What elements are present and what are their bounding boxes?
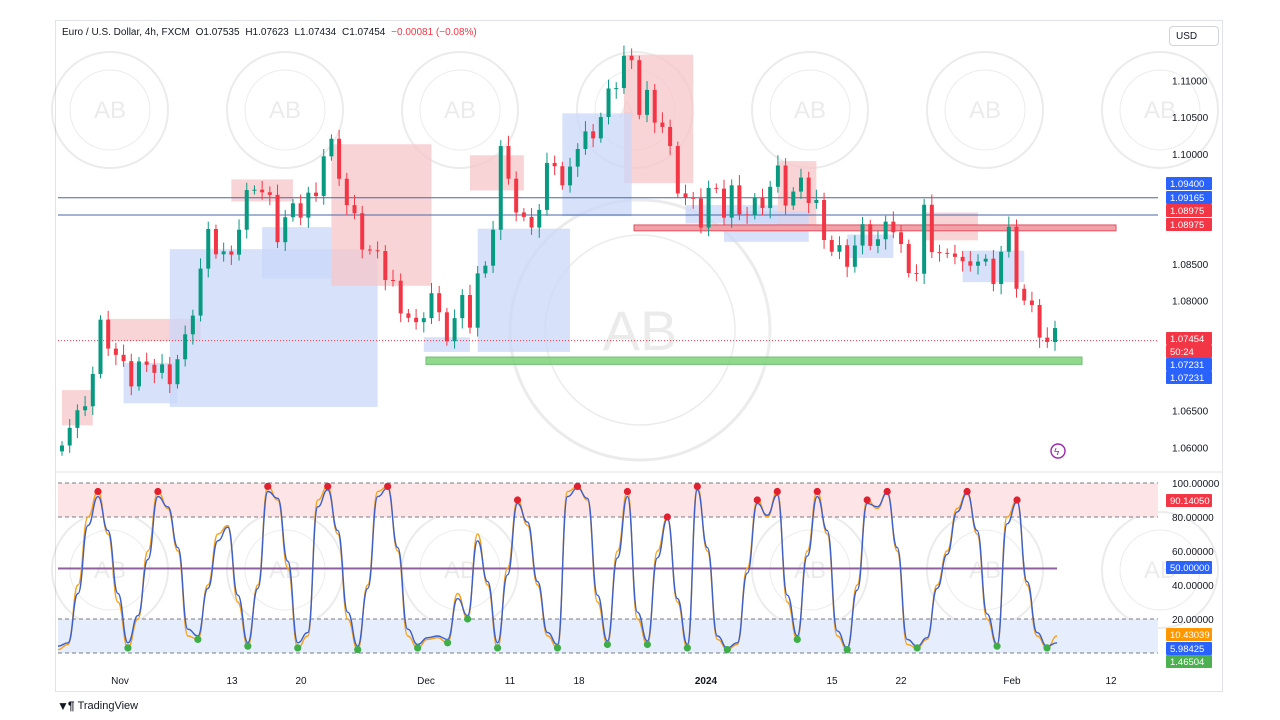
ohlc-high: H1.07623	[245, 27, 289, 38]
ohlc-low: L1.07434	[294, 27, 337, 38]
ohlc-change: −0.00081 (−0.08%)	[391, 27, 477, 38]
ohlc-open: O1.07535	[195, 27, 240, 38]
branding-label: TradingView	[77, 700, 139, 712]
tradingview-logo-icon: ▼¶	[57, 699, 75, 713]
ohlc-close: C1.07454	[341, 27, 386, 38]
tradingview-branding[interactable]: ▼¶ TradingView	[57, 699, 138, 713]
symbol-legend: Euro / U.S. Dollar, 4h, FXCM O1.07535 H1…	[62, 27, 480, 38]
currency-button[interactable]: USD	[1169, 26, 1219, 46]
chart-frame	[55, 20, 1223, 692]
symbol-title: Euro / U.S. Dollar, 4h, FXCM	[62, 27, 190, 38]
